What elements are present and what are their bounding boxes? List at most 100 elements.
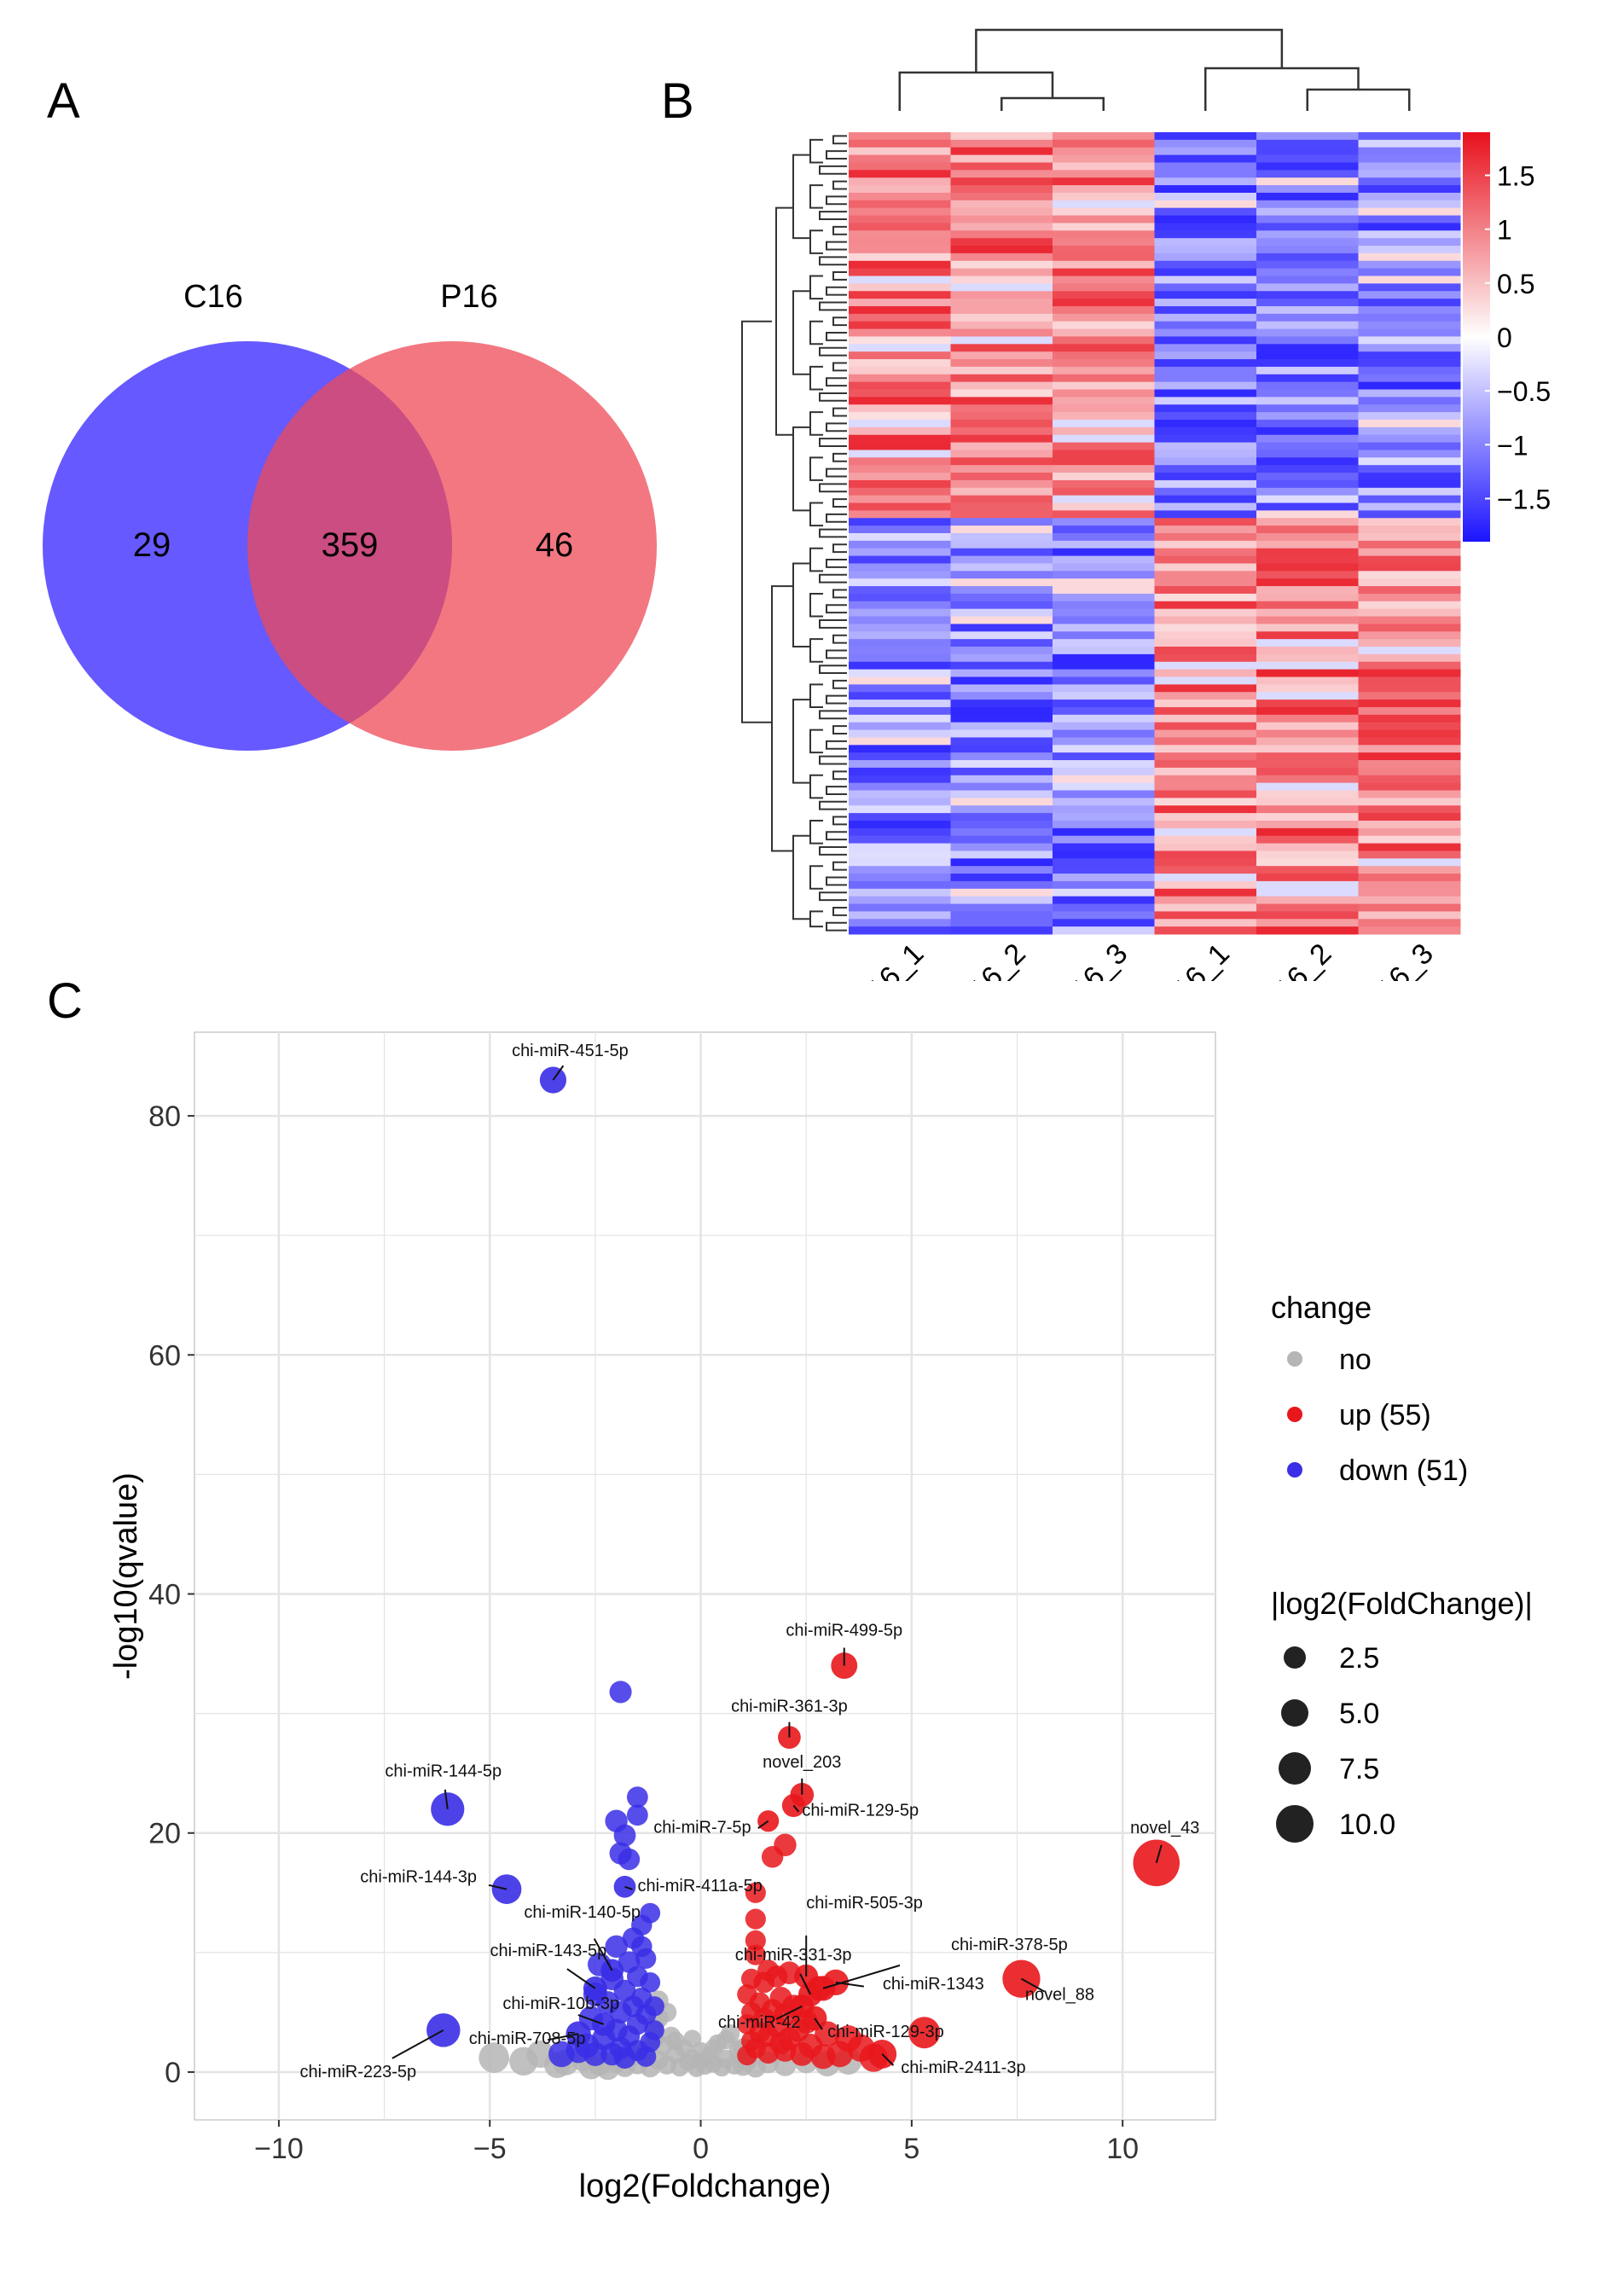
heatmap-cell xyxy=(1053,760,1155,769)
heatmap-cell xyxy=(1358,389,1461,398)
heatmap-cell xyxy=(1358,283,1461,292)
dendrogram-branch xyxy=(809,910,823,928)
heatmap-cell xyxy=(1358,790,1461,798)
heatmap-cell xyxy=(849,533,951,542)
heatmap-cell xyxy=(1154,457,1257,466)
heatmap-cell xyxy=(1154,185,1257,194)
heatmap-cell xyxy=(1256,858,1359,867)
point-label: chi-miR-378-5p xyxy=(951,1936,1068,1954)
heatmap-cell xyxy=(1053,647,1155,655)
dendrogram-branch xyxy=(809,729,823,754)
legend-size-swatch xyxy=(1284,1646,1306,1669)
legend-change-label: down (51) xyxy=(1339,1454,1468,1487)
point-label: chi-miR-144-5p xyxy=(385,1762,502,1781)
heatmap-cell xyxy=(1358,684,1461,693)
dendrogram-branch xyxy=(819,346,847,357)
heatmap-cell xyxy=(1256,661,1359,671)
heatmap-cell xyxy=(1358,238,1461,247)
heatmap-cell xyxy=(849,299,951,307)
heatmap-cell xyxy=(1256,487,1359,496)
heatmap-cell xyxy=(1358,571,1461,579)
legend-size-label: 5.0 xyxy=(1339,1698,1379,1730)
heatmap-cell xyxy=(1358,835,1461,845)
heatmap-cell xyxy=(1358,427,1461,436)
heatmap-cell xyxy=(1256,827,1359,837)
heatmap-cell xyxy=(950,502,1053,511)
heatmap-column-label: P16_2 xyxy=(1256,938,1337,981)
heatmap-cell xyxy=(1358,200,1461,209)
heatmap-cell xyxy=(1053,752,1155,761)
point-label: chi-miR-2411-3p xyxy=(901,2058,1025,2077)
heatmap-cell xyxy=(849,268,951,276)
heatmap-cell xyxy=(1256,706,1359,716)
legend-change-label: no xyxy=(1339,1344,1372,1376)
heatmap-cell xyxy=(950,185,1053,194)
legend-size-label: 10.0 xyxy=(1339,1808,1395,1841)
heatmap-cell xyxy=(1256,518,1359,526)
heatmap-cell xyxy=(950,647,1053,655)
heatmap-cell xyxy=(1053,366,1155,375)
heatmap-cell xyxy=(849,835,951,845)
heatmap-cell xyxy=(950,147,1053,156)
heatmap-cell xyxy=(1256,366,1359,375)
heatmap-cell xyxy=(1053,835,1155,845)
heatmap-cell xyxy=(1053,321,1155,330)
heatmap-cell xyxy=(1053,397,1155,405)
heatmap-cell xyxy=(950,132,1053,141)
heatmap-cell xyxy=(1053,843,1155,851)
heatmap-cell xyxy=(1154,465,1257,473)
heatmap-cell xyxy=(1256,283,1359,292)
heatmap-cell xyxy=(950,601,1053,610)
point-label-leader xyxy=(488,1884,508,1890)
heatmap-cell xyxy=(1358,276,1461,284)
heatmap-cell xyxy=(950,926,1053,935)
heatmap-cell xyxy=(1053,215,1155,224)
point-down xyxy=(644,1996,664,2017)
heatmap-cell xyxy=(950,465,1053,473)
heatmap-cell xyxy=(1256,412,1359,421)
heatmap-cell xyxy=(1154,647,1257,655)
point-label-leader xyxy=(1020,1977,1045,1993)
heatmap-cell xyxy=(1154,714,1257,723)
heatmap-cell xyxy=(950,767,1053,776)
heatmap-cell xyxy=(1154,919,1257,927)
heatmap-cell xyxy=(1358,154,1461,163)
heatmap-cell xyxy=(849,344,951,352)
heatmap-cell xyxy=(1053,616,1155,624)
heatmap-cell xyxy=(849,366,951,375)
heatmap-cell xyxy=(1358,593,1461,602)
heatmap-cell xyxy=(1358,465,1461,473)
heatmap-cell xyxy=(1256,223,1359,231)
heatmap-cell xyxy=(1358,268,1461,276)
heatmap-cell xyxy=(1358,230,1461,239)
heatmap-cell xyxy=(950,162,1053,171)
dendrogram-branch xyxy=(826,694,847,705)
heatmap-cell xyxy=(849,419,951,428)
heatmap-cell xyxy=(1358,487,1461,496)
heatmap-cell xyxy=(1358,843,1461,851)
heatmap-cell xyxy=(1256,139,1359,148)
heatmap-cell xyxy=(1256,525,1359,534)
heatmap-cell xyxy=(1358,805,1461,814)
point-label: chi-miR-1343 xyxy=(883,1975,984,1994)
heatmap-cell xyxy=(1053,926,1155,935)
heatmap-cell xyxy=(1154,192,1257,201)
dendrogram-branch xyxy=(832,407,847,417)
heatmap-cell xyxy=(849,722,951,731)
point-up xyxy=(745,1930,766,1951)
heatmap-cell xyxy=(950,223,1053,231)
colorbar-tick-label: −1.5 xyxy=(1497,484,1551,514)
heatmap-cell xyxy=(1154,147,1257,156)
heatmap-cell xyxy=(1053,344,1155,352)
heatmap-cell xyxy=(849,434,951,444)
heatmap-cell xyxy=(849,669,951,677)
heatmap-cell xyxy=(1154,548,1257,557)
heatmap-cell xyxy=(1053,805,1155,814)
point-down xyxy=(635,1948,657,1969)
heatmap-cell xyxy=(1358,639,1461,647)
heatmap-cell xyxy=(1256,578,1359,587)
point-label-leader xyxy=(799,1973,812,1995)
colorbar-tick-label: 1 xyxy=(1497,215,1512,246)
heatmap-cell xyxy=(1053,676,1155,685)
heatmap-cell xyxy=(1358,782,1461,792)
